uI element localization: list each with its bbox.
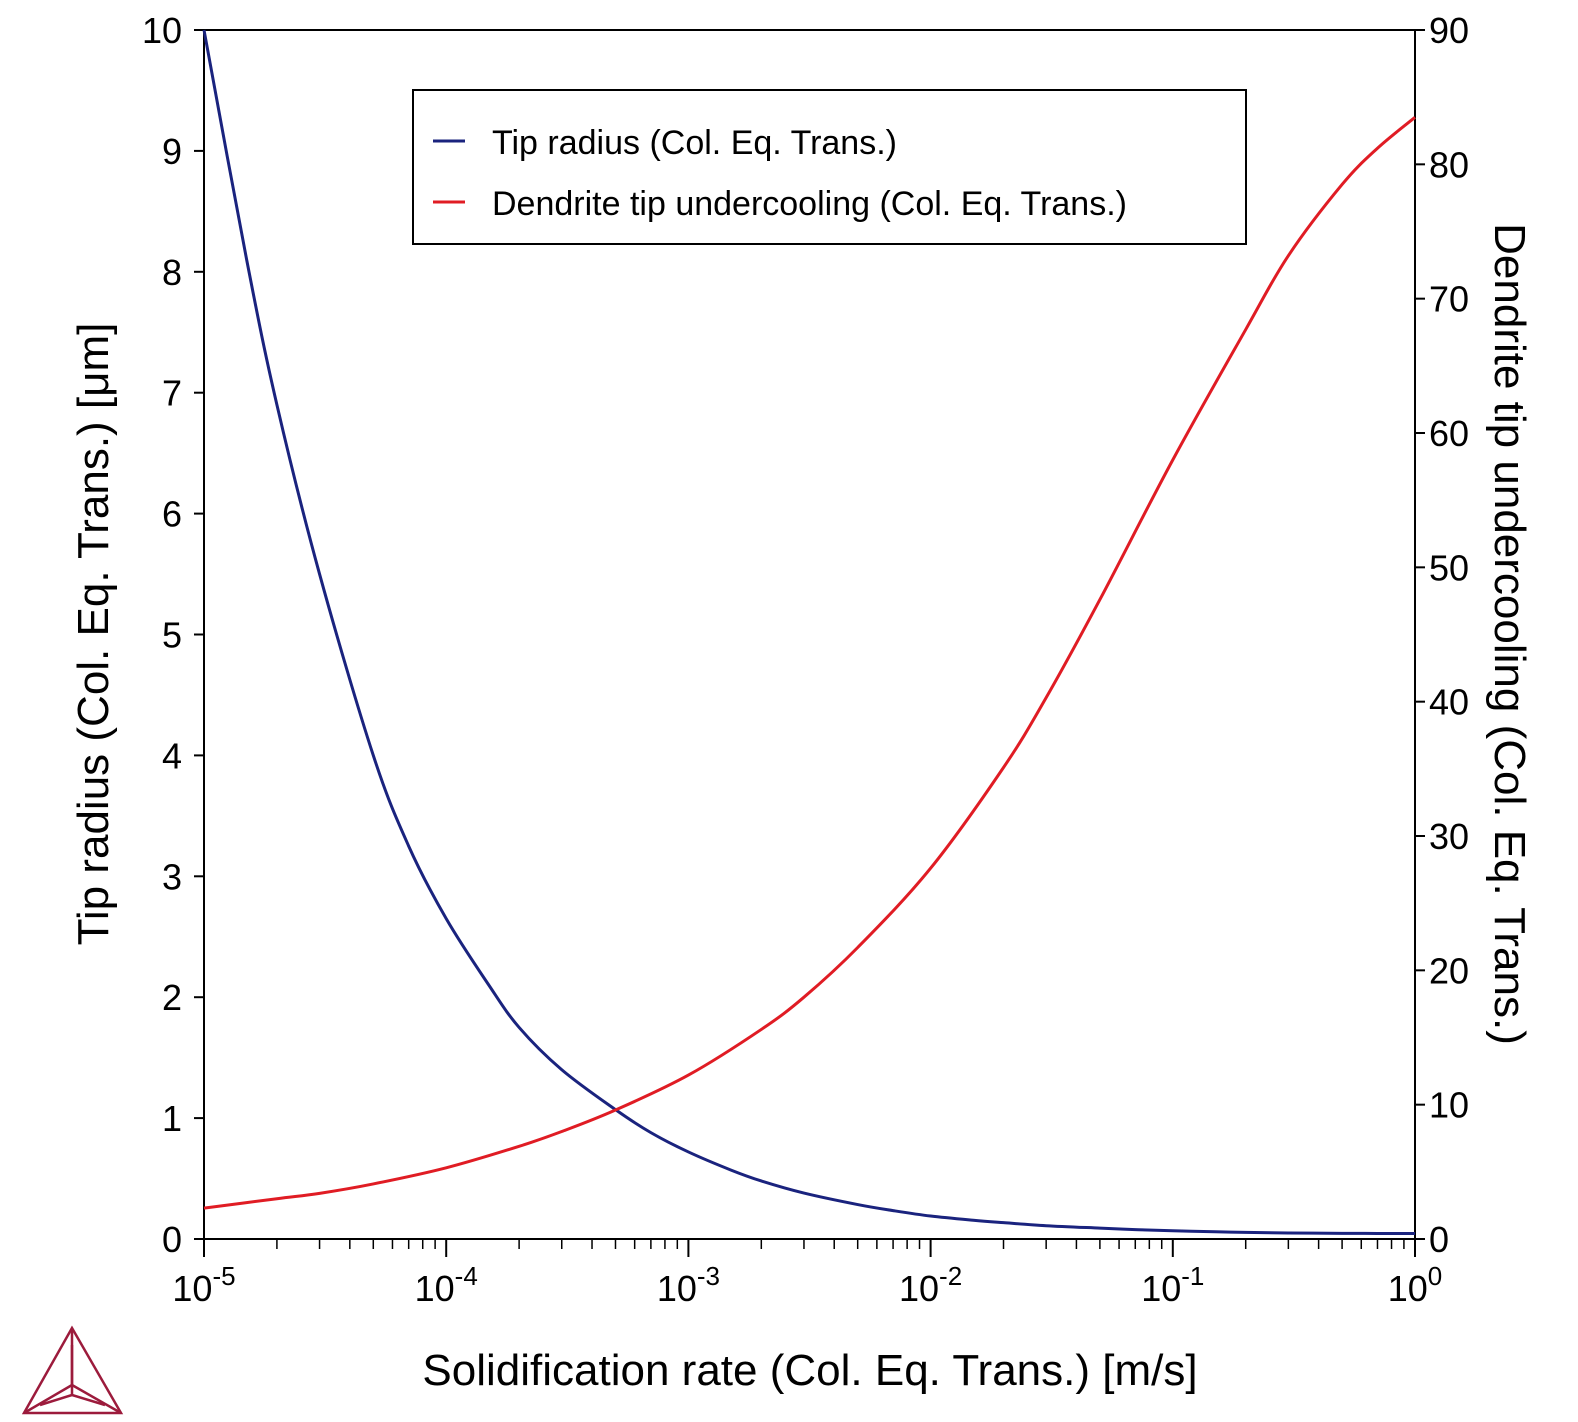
- y-tick-label: 0: [162, 1219, 182, 1260]
- y2-tick-label: 80: [1429, 144, 1469, 185]
- thermo-calc-logo-icon: [21, 1325, 124, 1415]
- y-axis-label: Tip radius (Col. Eq. Trans.) [μm]: [69, 323, 118, 946]
- x-tick-label: 10-5: [172, 1261, 235, 1309]
- x-axis-ticks: 10-5 10-4 10-3 10-2 10-1 100: [172, 1239, 1442, 1309]
- x-tick-label: 100: [1388, 1261, 1443, 1309]
- legend: Tip radius (Col. Eq. Trans.) Dendrite ti…: [412, 89, 1247, 245]
- series-line-tip-radius: [202, 29, 1416, 1236]
- y-tick-label: 10: [142, 10, 182, 51]
- series-line-undercooling: [203, 116, 1416, 1210]
- x-tick-label: 10-1: [1141, 1261, 1204, 1309]
- y2-tick-label: 30: [1429, 816, 1469, 857]
- series-layer: [202, 29, 1416, 1236]
- x-axis-label: Solidification rate (Col. Eq. Trans.) [m…: [422, 1346, 1197, 1395]
- y2-tick-label: 20: [1429, 950, 1469, 991]
- y-tick-label: 2: [162, 977, 182, 1018]
- y-tick-label: 4: [162, 735, 182, 776]
- right-axis-ticks: 0 10 20 30 40 50 60 70 80 90: [1415, 10, 1469, 1260]
- y-tick-label: 1: [162, 1098, 182, 1139]
- legend-label-undercooling: Dendrite tip undercooling (Col. Eq. Tran…: [492, 185, 1127, 223]
- y-tick-label: 3: [162, 856, 182, 897]
- x-tick-label: 10-3: [657, 1261, 720, 1309]
- y2-tick-label: 0: [1429, 1219, 1449, 1260]
- y-tick-label: 6: [162, 494, 182, 535]
- y2-tick-label: 10: [1429, 1085, 1469, 1126]
- y2-axis-label: Dendrite tip undercooling (Col. Eq. Tran…: [1485, 223, 1534, 1045]
- y-tick-label: 9: [162, 131, 182, 172]
- x-tick-label: 10-4: [415, 1261, 478, 1309]
- y2-tick-label: 40: [1429, 682, 1469, 723]
- left-axis-ticks: 0 1 2 3 4 5 6 7 8 9 10: [142, 10, 204, 1260]
- y-tick-label: 7: [162, 373, 182, 414]
- y2-tick-label: 60: [1429, 413, 1469, 454]
- y2-tick-label: 50: [1429, 547, 1469, 588]
- legend-label-tip-radius: Tip radius (Col. Eq. Trans.): [492, 124, 897, 162]
- legend-box: [412, 89, 1247, 245]
- x-tick-label: 10-2: [899, 1261, 962, 1309]
- y-tick-label: 5: [162, 615, 182, 656]
- y-tick-label: 8: [162, 252, 182, 293]
- y2-tick-label: 90: [1429, 10, 1469, 51]
- y2-tick-label: 70: [1429, 279, 1469, 320]
